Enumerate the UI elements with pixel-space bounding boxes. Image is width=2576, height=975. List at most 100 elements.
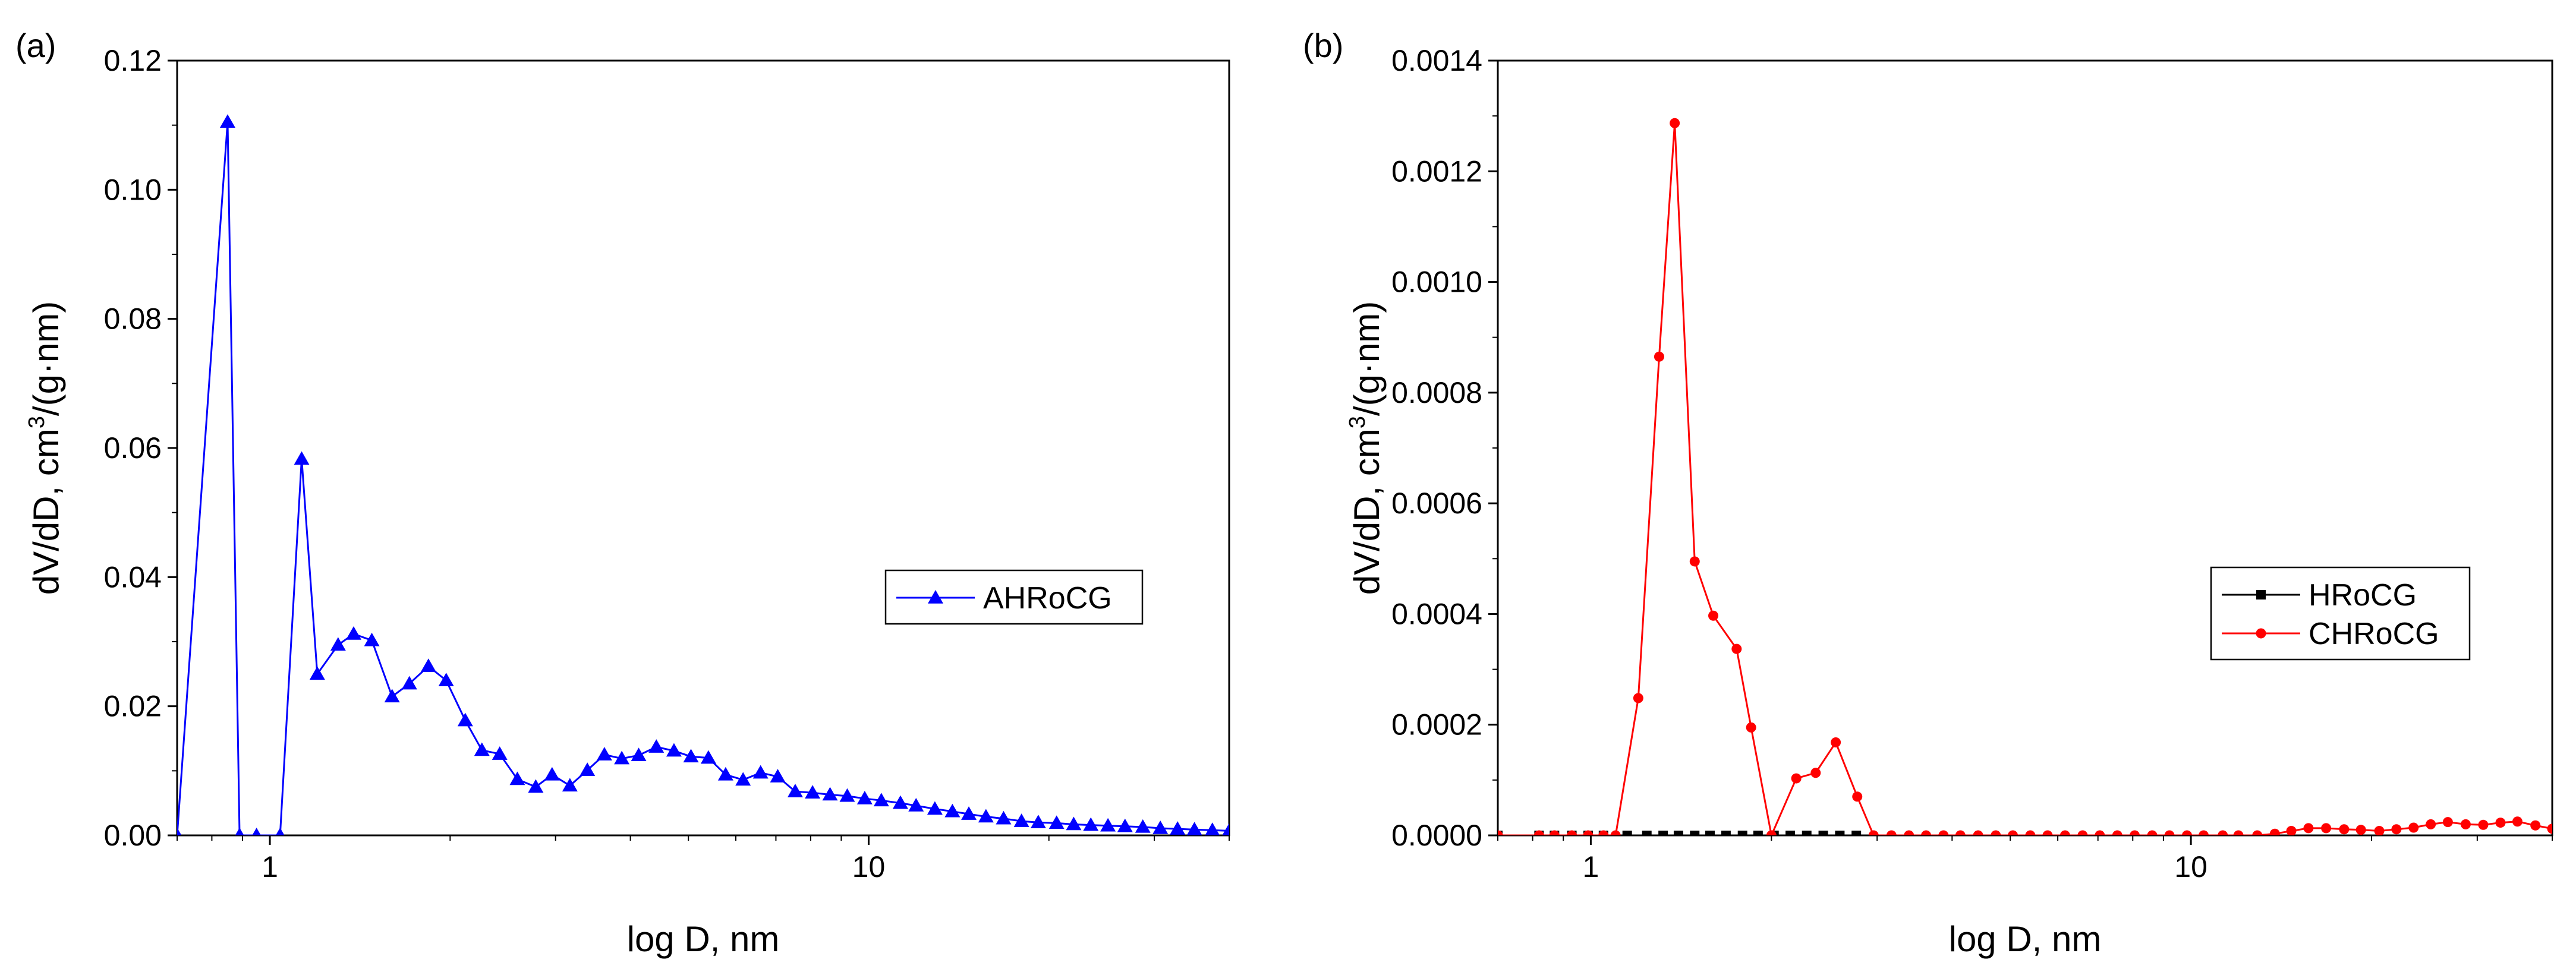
series-chrocg-point [2095,830,2105,835]
y-axis-title-main: dV/dD, cm [26,428,66,595]
series-ahrocg-point [1205,822,1220,835]
series-ahrocg-point [978,809,994,823]
y-tick-label: 0.12 [104,44,162,77]
series-ahrocg-point [438,673,454,686]
series-chrocg-point [1598,830,1609,835]
series-ahrocg-point [177,828,182,835]
series-chrocg-point [1746,722,1756,733]
x-tick-label: 1 [262,850,278,884]
series-chrocg-point [2321,823,2332,834]
series-chrocg-point [2077,830,2088,835]
series-ahrocg [177,114,1229,835]
x-tick-label: 1 [1582,850,1599,884]
series-chrocg-point [1955,830,1966,835]
series-chrocg-point [2408,822,2419,833]
series-ahrocg-point [1048,815,1065,829]
y-axis-title-tail: /(g·nm) [1347,301,1387,416]
series-ahrocg-point [1222,823,1229,835]
series-ahrocg-point [345,626,361,640]
y-tick-label: 0.0010 [1391,266,1482,299]
series-chrocg-point [1654,351,1664,362]
legend-entry-hrocg: HRoCG [2222,578,2417,613]
y-axis-title-superscript: 3 [1345,416,1370,428]
y-tick-label: 0.0002 [1391,708,1482,741]
series-ahrocg-point [1013,813,1029,827]
series-hrocg-point [1818,831,1828,835]
series-chrocg-point [2547,823,2552,834]
series-chrocg-point [1670,118,1680,128]
series-ahrocg-point [614,750,630,765]
series-ahrocg-point [580,762,596,776]
series-chrocg-point [2442,817,2453,828]
series-chrocg-point [1549,830,1560,835]
y-tick-label: 0.0006 [1391,487,1482,520]
series-ahrocg-point [1100,818,1116,832]
series-chrocg-point [2218,830,2228,835]
series-chrocg-point [2252,830,2263,835]
series-ahrocg-point [927,801,943,815]
legend-label: AHRoCG [983,581,1112,616]
series-ahrocg-point [275,828,285,835]
series-hrocg-point [1851,831,1862,835]
series-chrocg-point [2147,830,2158,835]
series-chrocg-point [1921,830,1932,835]
plot-area [177,114,1229,835]
series-chrocg-point [1868,830,1879,835]
series-chrocg-point [2025,830,2036,835]
series-chrocg-point [2269,828,2280,835]
series-ahrocg-point [420,658,436,673]
series-ahrocg-point [752,765,769,779]
series-chrocg-point [1886,830,1897,835]
series-hrocg-point [1642,831,1652,835]
series-chrocg-point [1938,830,1949,835]
plot-area [1498,118,2552,835]
series-ahrocg-point [666,743,682,757]
series-hrocg-point [1737,831,1747,835]
x-tick-label: 10 [2174,850,2207,884]
series-chrocg-point [1498,830,1503,835]
series-ahrocg-point [1170,821,1186,835]
series-chrocg-point [2512,816,2523,827]
series-chrocg-point [1852,791,1863,802]
y-tick-label: 0.0008 [1391,376,1482,409]
series-hrocg-point [1753,831,1763,835]
series-chrocg-point [2495,818,2506,828]
series-ahrocg-point [1135,819,1151,833]
plot-frame [176,59,1230,837]
legend-label: CHRoCG [2309,617,2439,651]
panel-b: (b) 0.0000 0.0002 0.0004 0.0006 0.0008 0.0010 0… [1303,27,2553,959]
series-chrocg-point [1731,643,1742,654]
series-ahrocg-point [401,676,417,690]
series-hrocg-point [1802,831,1812,835]
y-tick-label: 0.00 [104,819,162,852]
series-chrocg-point [1831,737,1841,748]
series-ahrocg-point [856,791,873,804]
series-ahrocg-point [822,787,838,801]
y-tick-label: 0.02 [104,690,162,723]
series-ahrocg-point [805,785,821,799]
series-ahrocg-line [177,122,1229,835]
series-chrocg-point [2112,830,2122,835]
series-ahrocg-point [996,810,1012,825]
panel-label: (a) [15,27,56,64]
panel-a: (a) 0.00 0.02 0.04 0.06 0.08 0.10 0.12 1 10 log D,… [15,27,1230,959]
series-ahrocg-point [735,772,751,786]
series-ahrocg-point [474,742,490,756]
series-ahrocg-point [252,828,262,835]
series-chrocg-point [2042,830,2053,835]
series-ahrocg-point [528,779,544,793]
plot-frame [1497,59,2553,837]
series-chrocg-point [2164,830,2175,835]
series-chrocg-point [1533,830,1544,835]
series-chrocg-point [1766,830,1777,835]
series-hrocg-point [1835,831,1845,835]
series-ahrocg-point [1117,818,1133,832]
x-tick-label: 10 [852,850,886,884]
series-ahrocg-point [717,766,733,781]
legend: HRoCG CHRoCG [2210,566,2471,661]
y-tick-label: 0.08 [104,302,162,336]
series-ahrocg-point [683,749,699,763]
series-ahrocg-point [944,803,961,818]
series-chrocg-point [2426,819,2436,829]
series-hrocg-point [1785,831,1796,835]
